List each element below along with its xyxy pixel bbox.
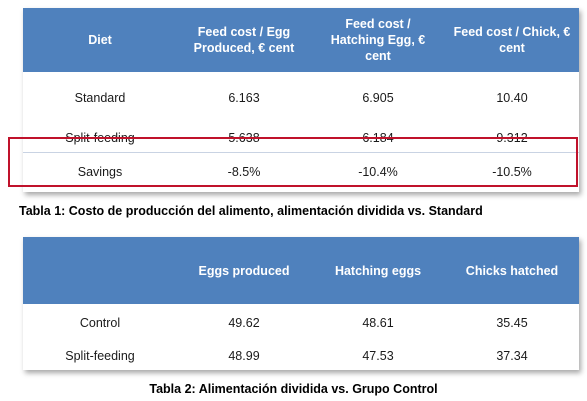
header-feed-cost-hatching-egg: Feed cost / Hatching Egg, € cent [311,8,445,72]
header-feed-cost-chick: Feed cost / Chick, € cent [445,8,579,72]
cell-value: 37.34 [496,349,528,363]
header-hatching-eggs: Hatching eggs [311,237,445,304]
table-row-control: Control 49.62 48.61 35.45 [23,304,579,342]
cell-value: 6.163 [228,91,260,105]
split-feeding-vs-control-table: Eggs produced Hatching eggs Chicks hatch… [23,237,579,370]
cell-value: 48.99 [228,349,260,363]
cell-diet: Savings [23,151,177,192]
cell-value: -8.5% [177,151,311,192]
cell-value: 6.905 [362,91,394,105]
cell-value: 48.61 [362,316,394,330]
cell-diet: Standard [74,91,126,105]
table-row-standard: Standard 6.163 6.905 10.40 [23,72,579,124]
cell-diet: Split-feeding [65,130,135,145]
header-chicks-hatched: Chicks hatched [445,237,579,304]
cell-value: 10.40 [496,91,528,105]
cell-value: 9.312 [496,130,528,145]
table-header-row: Eggs produced Hatching eggs Chicks hatch… [23,237,579,304]
cell-group: Control [79,316,121,330]
header-eggs-produced: Eggs produced [177,237,311,304]
table-header-row: Diet Feed cost / Egg Produced, € cent Fe… [23,8,579,72]
table2-caption: Tabla 2: Alimentación dividida vs. Grupo… [149,382,438,396]
cell-group: Split-feeding [65,349,135,363]
table-row-split-feeding: Split-feeding 48.99 47.53 37.34 [23,342,579,370]
cell-value: 35.45 [496,316,528,330]
feed-cost-table: Diet Feed cost / Egg Produced, € cent Fe… [23,8,579,192]
cell-value: 6.184 [362,130,394,145]
header-diet: Diet [23,8,177,72]
cell-value: -10.5% [445,151,579,192]
table-row-savings: Savings -8.5% -10.4% -10.5% [23,151,579,192]
table-row-split-feeding: Split-feeding 5.638 6.184 9.312 [23,124,579,152]
cell-value: 47.53 [362,349,394,363]
header-group [23,237,177,304]
cell-value: 49.62 [228,316,260,330]
header-feed-cost-egg: Feed cost / Egg Produced, € cent [177,8,311,72]
cell-value: 5.638 [228,130,260,145]
cell-value: -10.4% [311,151,445,192]
table1-caption: Tabla 1: Costo de producción del aliment… [19,204,483,218]
